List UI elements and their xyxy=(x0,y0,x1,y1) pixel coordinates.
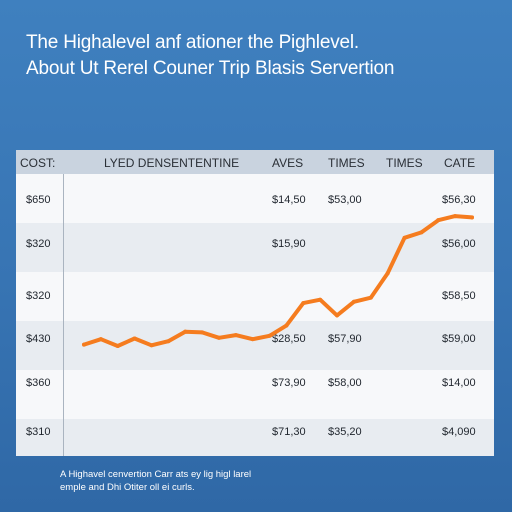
table-row xyxy=(16,370,494,419)
table-row xyxy=(16,419,494,456)
cost-cell: $320 xyxy=(26,238,51,250)
data-point xyxy=(200,330,205,335)
times-cell: $35,20 xyxy=(328,426,362,438)
footnote: A Highavel cenvertion Carr ats ey lig hi… xyxy=(60,468,360,494)
table-row xyxy=(16,321,494,370)
data-point xyxy=(166,339,171,344)
data-point xyxy=(453,214,458,219)
title-line-2: About Ut Rerel Couner Trip Blasis Server… xyxy=(26,58,395,79)
aves-cell: $14,50 xyxy=(272,194,306,206)
data-point xyxy=(82,342,86,347)
footnote-line-2: emple and Dhi Otiter oll ei curls. xyxy=(60,482,195,493)
header-lyed: LYED DENSENTENTINE xyxy=(104,156,240,170)
aves-cell: $71,30 xyxy=(272,426,306,438)
data-point xyxy=(335,313,340,318)
data-point xyxy=(233,333,238,338)
data-point xyxy=(132,336,137,341)
cate-cell: $56,00 xyxy=(442,238,476,250)
aves-cell: $28,50 xyxy=(272,333,306,345)
data-point xyxy=(402,235,407,240)
times-cell: $53,00 xyxy=(328,194,362,206)
cate-cell: $59,00 xyxy=(442,333,476,345)
data-point xyxy=(385,271,390,276)
line-chart xyxy=(82,214,474,348)
cost-cell: $320 xyxy=(26,290,51,302)
data-point xyxy=(149,343,154,348)
header-cate: CATE xyxy=(444,156,476,170)
data-point xyxy=(368,295,373,300)
data-point xyxy=(318,297,323,302)
times-cell: $58,00 xyxy=(328,377,362,389)
data-point xyxy=(183,329,188,334)
table-row xyxy=(16,272,494,321)
cate-cell: $58,50 xyxy=(442,290,476,302)
data-point xyxy=(419,230,424,235)
data-point xyxy=(351,299,356,304)
data-point xyxy=(301,301,306,306)
data-point xyxy=(250,337,255,342)
header-times-1: TIMES xyxy=(328,156,365,170)
chart-title: The Highalevel anf ationer the Pighlevel… xyxy=(26,30,496,82)
chart-panel: COST: LYED DENSENTENTINE AVES TIMES TIME… xyxy=(16,150,494,456)
column-divider xyxy=(63,174,64,456)
header-aves: AVES xyxy=(272,156,304,170)
data-point xyxy=(115,343,120,348)
aves-cell: $73,90 xyxy=(272,377,306,389)
table-row xyxy=(16,223,494,272)
table-row xyxy=(16,174,494,223)
aves-cell: $15,90 xyxy=(272,238,306,250)
data-point xyxy=(470,215,474,220)
header-times-2: TIMES xyxy=(386,156,423,170)
times-cell: $57,90 xyxy=(328,333,362,345)
series-line xyxy=(82,214,474,348)
data-point xyxy=(216,335,221,340)
title-line-1: The Highalevel anf ationer the Pighlevel… xyxy=(26,32,359,53)
cate-cell: $56,30 xyxy=(442,194,476,206)
cate-cell: $4,090 xyxy=(442,426,476,438)
data-point xyxy=(436,218,441,223)
cost-cell: $310 xyxy=(26,426,51,438)
header-cost: COST: xyxy=(20,156,56,170)
cate-cell: $14,00 xyxy=(442,377,476,389)
table-header: COST: LYED DENSENTENTINE AVES TIMES TIME… xyxy=(16,150,494,174)
footnote-line-1: A Highavel cenvertion Carr ats ey lig hi… xyxy=(60,469,252,480)
data-point xyxy=(267,333,272,338)
cost-cell: $360 xyxy=(26,377,51,389)
data-point xyxy=(98,337,103,342)
data-point xyxy=(284,323,289,328)
cost-cell: $650 xyxy=(26,194,51,206)
cost-cell: $430 xyxy=(26,333,51,345)
